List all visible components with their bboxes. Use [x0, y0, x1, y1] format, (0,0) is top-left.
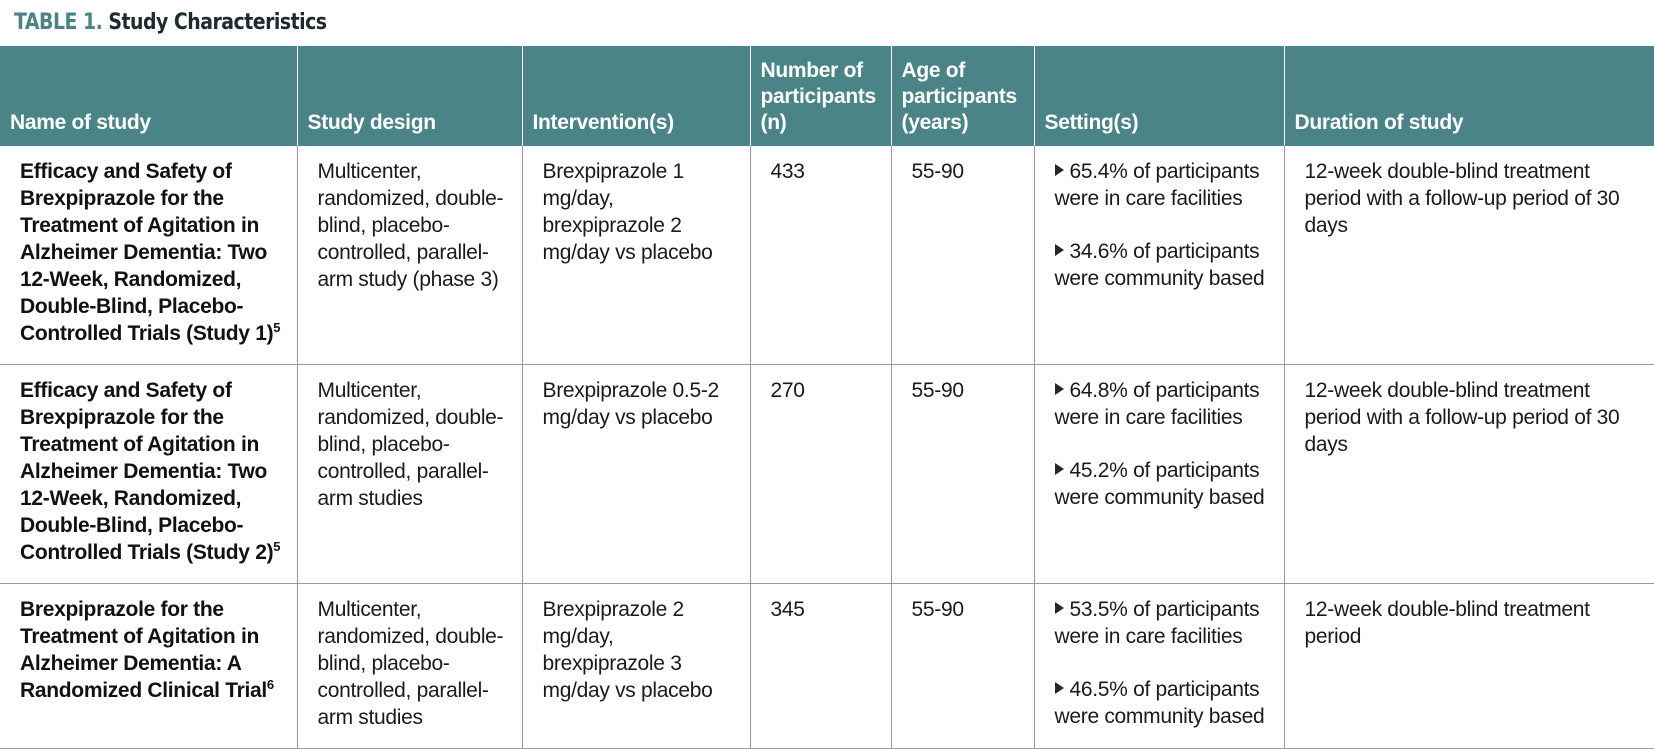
setting-text: 65.4% of participants were in care facil… [1054, 160, 1260, 210]
age-cell: 55-90 [890, 583, 1034, 749]
reference-number: 6 [266, 677, 274, 692]
study-design-cell: Multicenter, randomized, double-blind, p… [296, 146, 522, 365]
col-header-age: Age of participants (years) [890, 46, 1034, 146]
study-name-cell: Brexpiprazole for the Treatment of Agita… [0, 583, 297, 749]
participants-cell: 270 [749, 364, 891, 584]
setting-item: 65.4% of participants were in care facil… [1054, 158, 1274, 212]
study-name: Efficacy and Safety of Brexpiprazole for… [20, 160, 274, 345]
col-header-design: Study design [296, 46, 522, 146]
intervention-cell: Brexpiprazole 2 mg/day, brexpiprazole 3 … [521, 583, 750, 749]
table-row: Efficacy and Safety of Brexpiprazole for… [0, 364, 1654, 584]
participants-cell: 433 [749, 146, 891, 365]
age-cell: 55-90 [890, 146, 1034, 365]
setting-item: 34.6% of participants were community bas… [1054, 238, 1274, 292]
study-characteristics-table: Name of study Study design Intervention(… [0, 46, 1654, 749]
table-caption: TABLE 1. Study Characteristics [14, 6, 327, 40]
reference-number: 5 [273, 539, 281, 554]
settings-cell: 64.8% of participants were in care facil… [1033, 364, 1284, 584]
col-header-participants: Number of participants (n) [749, 46, 891, 146]
duration-cell: 12-week double-blind treatment period wi… [1283, 146, 1654, 365]
settings-cell: 53.5% of participants were in care facil… [1033, 583, 1284, 749]
header-row: Name of study Study design Intervention(… [0, 46, 1654, 146]
triangle-bullet-icon [1054, 244, 1064, 256]
col-header-settings: Setting(s) [1033, 46, 1284, 146]
col-header-duration: Duration of study [1283, 46, 1654, 146]
triangle-bullet-icon [1054, 164, 1064, 176]
study-name-cell: Efficacy and Safety of Brexpiprazole for… [0, 146, 297, 365]
settings-cell: 65.4% of participants were in care facil… [1033, 146, 1284, 365]
intervention-cell: Brexpiprazole 0.5-2 mg/day vs placebo [521, 364, 750, 584]
triangle-bullet-icon [1054, 383, 1064, 395]
col-header-intervention: Intervention(s) [521, 46, 750, 146]
table-title: Study Characteristics [108, 10, 327, 35]
setting-item: 45.2% of participants were community bas… [1054, 457, 1274, 511]
table-row: Brexpiprazole for the Treatment of Agita… [0, 583, 1654, 749]
table-label: TABLE 1. [14, 10, 103, 35]
study-name-cell: Efficacy and Safety of Brexpiprazole for… [0, 364, 297, 584]
duration-cell: 12-week double-blind treatment period [1283, 583, 1654, 749]
age-cell: 55-90 [890, 364, 1034, 584]
study-design-cell: Multicenter, randomized, double-blind, p… [296, 583, 522, 749]
setting-text: 64.8% of participants were in care facil… [1054, 379, 1260, 429]
study-design-cell: Multicenter, randomized, double-blind, p… [296, 364, 522, 584]
setting-text: 45.2% of participants were community bas… [1054, 459, 1265, 509]
col-header-name: Name of study [0, 46, 297, 146]
triangle-bullet-icon [1054, 463, 1064, 475]
triangle-bullet-icon [1054, 602, 1064, 614]
study-name: Brexpiprazole for the Treatment of Agita… [20, 598, 267, 702]
setting-item: 64.8% of participants were in care facil… [1054, 377, 1274, 431]
table-row: Efficacy and Safety of Brexpiprazole for… [0, 146, 1654, 365]
duration-cell: 12-week double-blind treatment period wi… [1283, 364, 1654, 584]
setting-text: 46.5% of participants were community bas… [1054, 678, 1265, 728]
setting-item: 46.5% of participants were community bas… [1054, 676, 1274, 730]
intervention-cell: Brexpiprazole 1 mg/day, brexpiprazole 2 … [521, 146, 750, 365]
setting-item: 53.5% of participants were in care facil… [1054, 596, 1274, 650]
participants-cell: 345 [749, 583, 891, 749]
setting-text: 53.5% of participants were in care facil… [1054, 598, 1260, 648]
triangle-bullet-icon [1054, 682, 1064, 694]
reference-number: 5 [273, 320, 281, 335]
study-name: Efficacy and Safety of Brexpiprazole for… [20, 379, 274, 564]
setting-text: 34.6% of participants were community bas… [1054, 240, 1265, 290]
